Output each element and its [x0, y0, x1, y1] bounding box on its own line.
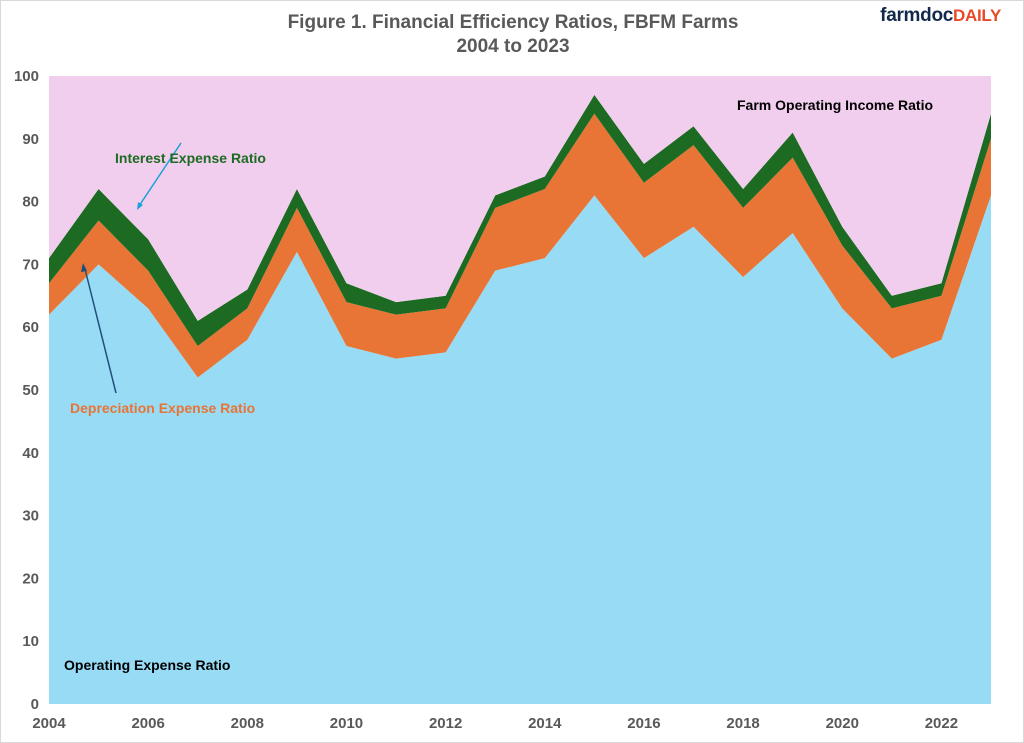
y-tick-label: 60 — [22, 319, 39, 336]
x-tick-label: 2016 — [627, 715, 660, 732]
label-interest-expense-ratio: Interest Expense Ratio — [115, 150, 266, 166]
x-tick-label: 2022 — [925, 715, 958, 732]
area-depreciation-expense-ratio — [49, 113, 991, 378]
area-operating-expense-ratio — [49, 195, 991, 704]
y-tick-label: 30 — [22, 508, 39, 525]
x-tick-label: 2020 — [826, 715, 859, 732]
logo-main-text: farmdoc — [880, 5, 954, 26]
y-tick-label: 100 — [14, 68, 39, 85]
y-tick-label: 40 — [22, 445, 39, 462]
y-tick-label: 20 — [22, 570, 39, 587]
x-tick-label: 2014 — [528, 715, 562, 732]
depreciation-arrow-head — [81, 263, 87, 272]
x-tick-label: 2012 — [429, 715, 462, 732]
label-depreciation-expense-ratio: Depreciation Expense Ratio — [70, 400, 255, 416]
y-tick-label: 90 — [22, 131, 39, 148]
x-tick-label: 2004 — [32, 715, 66, 732]
area-farm-operating-income-ratio — [49, 76, 991, 321]
y-tick-label: 70 — [22, 256, 39, 273]
chart-title: Figure 1. Financial Efficiency Ratios, F… — [287, 12, 739, 33]
y-tick-label: 80 — [22, 194, 39, 211]
x-tick-label: 2008 — [231, 715, 264, 732]
x-tick-label: 2006 — [131, 715, 164, 732]
interest-annotation-arrow — [138, 142, 182, 207]
x-tick-label: 2010 — [330, 715, 363, 732]
logo-accent-text: DAILY — [953, 6, 1001, 25]
chart-subtitle: 2004 to 2023 — [456, 36, 570, 57]
depreciation-annotation-arrow — [84, 268, 117, 394]
y-tick-label: 10 — [22, 633, 39, 650]
x-tick-label: 2018 — [726, 715, 759, 732]
interest-arrow-head — [137, 202, 143, 210]
label-operating-expense-ratio: Operating Expense Ratio — [64, 657, 230, 673]
farmdoc-daily-logo: farmdocDAILY — [880, 5, 1001, 27]
label-farm-operating-income-ratio: Farm Operating Income Ratio — [737, 97, 933, 113]
y-tick-label: 50 — [22, 382, 39, 399]
y-tick-label: 0 — [31, 696, 39, 713]
